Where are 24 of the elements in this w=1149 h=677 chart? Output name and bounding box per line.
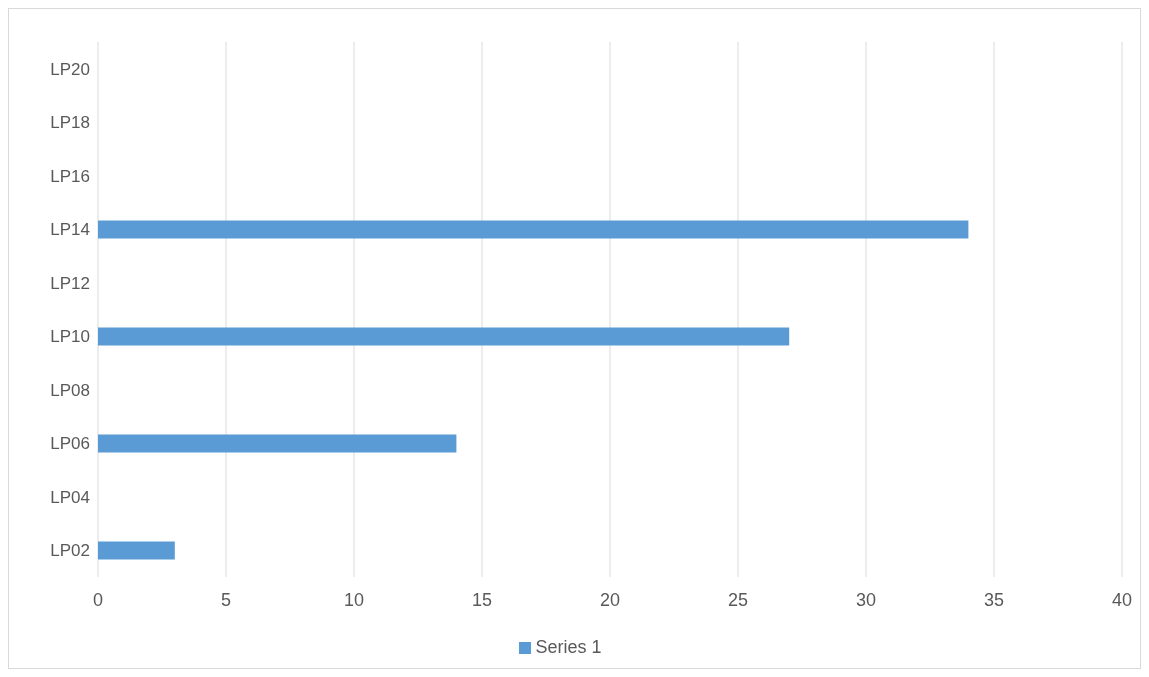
bar bbox=[98, 434, 457, 453]
y-tick-label: LP18 bbox=[50, 113, 90, 133]
x-tick-label: 0 bbox=[92, 589, 104, 610]
y-tick-label: LP08 bbox=[50, 380, 90, 400]
x-tick-label: 25 bbox=[727, 589, 749, 610]
x-tick-label: 20 bbox=[599, 589, 621, 610]
y-tick-label: LP06 bbox=[50, 434, 90, 454]
y-tick-label: LP10 bbox=[50, 327, 90, 347]
x-tick-label: 10 bbox=[343, 589, 365, 610]
bar bbox=[98, 327, 790, 346]
y-tick-label: LP04 bbox=[50, 487, 90, 507]
y-tick-label: LP16 bbox=[50, 166, 90, 186]
y-tick-label: LP02 bbox=[50, 541, 90, 561]
bar bbox=[98, 541, 175, 560]
legend-label: Series 1 bbox=[535, 637, 602, 657]
x-tick-label: 15 bbox=[471, 589, 493, 610]
y-tick-label: LP20 bbox=[50, 59, 90, 79]
x-tick-label: 40 bbox=[1111, 589, 1133, 610]
x-tick-label: 30 bbox=[855, 589, 877, 610]
y-tick-label: LP14 bbox=[50, 220, 90, 240]
y-tick-label: LP12 bbox=[50, 273, 90, 293]
x-tick-label: 35 bbox=[983, 589, 1005, 610]
x-tick-label: 5 bbox=[220, 589, 232, 610]
bar bbox=[98, 220, 969, 239]
